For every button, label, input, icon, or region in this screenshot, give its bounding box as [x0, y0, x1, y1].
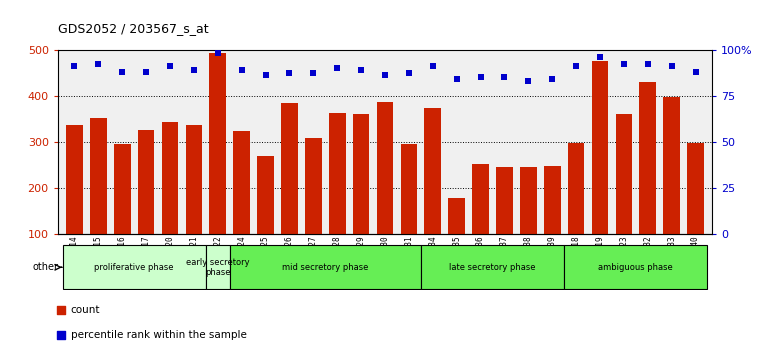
- Bar: [353, 114, 370, 280]
- Bar: [114, 144, 131, 280]
- Bar: [90, 118, 107, 280]
- Text: GDS2052 / 203567_s_at: GDS2052 / 203567_s_at: [58, 22, 209, 35]
- Bar: [233, 131, 250, 280]
- Point: [92, 62, 105, 67]
- Bar: [138, 130, 155, 280]
- Point: [665, 63, 678, 69]
- Point: [427, 63, 439, 69]
- Bar: [564, 245, 708, 289]
- Point: [498, 74, 511, 80]
- Bar: [329, 113, 346, 280]
- Bar: [62, 245, 206, 289]
- Point: [69, 63, 81, 69]
- Point: [379, 73, 391, 78]
- Point: [188, 67, 200, 73]
- Point: [403, 71, 415, 76]
- Point: [116, 69, 129, 74]
- Point: [594, 54, 606, 60]
- Point: [307, 71, 320, 76]
- Text: late secretory phase: late secretory phase: [449, 263, 536, 272]
- Point: [450, 76, 463, 82]
- Bar: [257, 156, 274, 280]
- Point: [355, 67, 367, 73]
- Point: [641, 62, 654, 67]
- Bar: [424, 108, 441, 280]
- Point: [140, 69, 152, 74]
- Bar: [377, 102, 393, 280]
- Point: [259, 73, 272, 78]
- Bar: [496, 167, 513, 280]
- Bar: [400, 144, 417, 280]
- Text: count: count: [71, 305, 100, 315]
- Bar: [448, 198, 465, 280]
- Point: [331, 65, 343, 71]
- Point: [409, 207, 421, 212]
- Bar: [567, 143, 584, 280]
- Text: early secretory
phase: early secretory phase: [186, 258, 249, 277]
- Bar: [639, 82, 656, 280]
- Bar: [544, 166, 561, 280]
- Bar: [66, 125, 83, 280]
- Bar: [472, 164, 489, 280]
- Point: [689, 69, 701, 74]
- Bar: [186, 125, 203, 280]
- Point: [212, 50, 224, 56]
- Bar: [229, 245, 421, 289]
- Bar: [162, 122, 179, 280]
- Bar: [281, 103, 298, 280]
- Bar: [615, 114, 632, 280]
- Text: proliferative phase: proliferative phase: [95, 263, 174, 272]
- Point: [546, 76, 558, 82]
- Point: [283, 71, 296, 76]
- Text: mid secretory phase: mid secretory phase: [282, 263, 369, 272]
- Point: [522, 78, 534, 84]
- Bar: [209, 53, 226, 280]
- Bar: [421, 245, 564, 289]
- Point: [164, 63, 176, 69]
- Point: [236, 67, 248, 73]
- Bar: [591, 61, 608, 280]
- Bar: [305, 138, 322, 280]
- Point: [570, 63, 582, 69]
- Bar: [206, 245, 229, 289]
- Text: ambiguous phase: ambiguous phase: [598, 263, 673, 272]
- Bar: [520, 167, 537, 280]
- Text: percentile rank within the sample: percentile rank within the sample: [71, 330, 246, 339]
- Text: other: other: [32, 262, 59, 272]
- Point: [618, 62, 630, 67]
- Point: [474, 74, 487, 80]
- Bar: [687, 143, 704, 280]
- Bar: [663, 97, 680, 280]
